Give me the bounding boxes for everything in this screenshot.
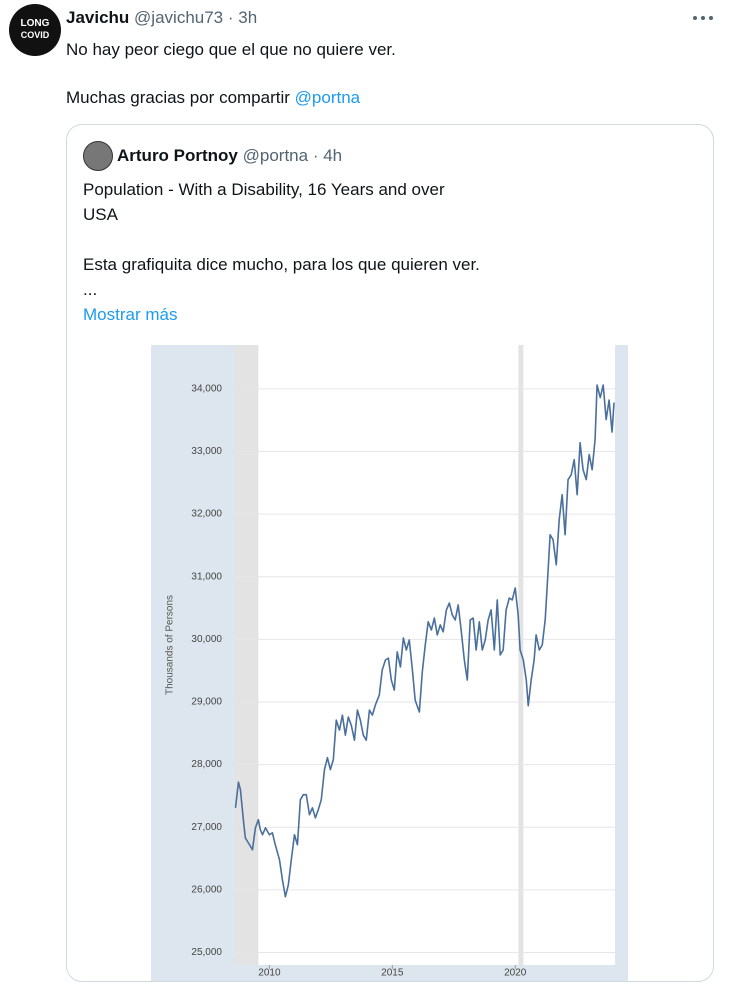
timestamp[interactable]: · 3h [227, 8, 258, 27]
author-line: Javichu @javichu73 · 3h [66, 8, 257, 28]
y-tick-label: 25,000 [191, 947, 222, 958]
avatar[interactable]: LONG COVID [9, 4, 61, 56]
y-tick-label: 30,000 [191, 634, 222, 645]
y-axis-label: Thousands of Persons [165, 595, 176, 695]
tweet-text: Muchas gracias por compartir @portna [66, 88, 360, 108]
recession-band [235, 345, 259, 965]
recession-band [518, 345, 524, 965]
quoted-author-line: Arturo Portnoy @portna · 4h [117, 146, 342, 166]
mention[interactable]: @portna [294, 88, 361, 107]
author-name[interactable]: Javichu [66, 8, 130, 27]
y-tick-label: 32,000 [191, 509, 222, 520]
y-tick-label: 27,000 [191, 822, 222, 833]
more-menu[interactable] [690, 10, 716, 26]
dot [701, 16, 705, 20]
quoted-text: ... [83, 280, 98, 299]
y-tick-label: 34,000 [191, 383, 222, 394]
x-tick-label: 2010 [258, 968, 281, 979]
x-tick-label: 2015 [381, 968, 404, 979]
x-tick-label: 2020 [504, 968, 527, 979]
quoted-text: USA [83, 205, 118, 224]
plot-area [235, 345, 615, 965]
dot [709, 16, 713, 20]
quoted-tweet[interactable]: Arturo Portnoy @portna · 4h Population -… [66, 124, 714, 982]
tweet-text: Muchas gracias por compartir [66, 88, 290, 107]
dot [693, 16, 697, 20]
data-line [234, 384, 615, 898]
avatar-text: LONG [20, 18, 50, 29]
author-handle[interactable]: @javichu73 [134, 8, 224, 27]
quoted-time[interactable]: · 4h [312, 146, 343, 165]
y-tick-label: 26,000 [191, 884, 222, 895]
quoted-avatar[interactable] [83, 141, 113, 171]
y-tick-label: 28,000 [191, 759, 222, 770]
show-more[interactable]: Mostrar más [83, 305, 178, 324]
chart: Thousands of Persons 25,000 26,000 27,000 2… [151, 345, 628, 981]
quoted-handle[interactable]: @portna [242, 146, 309, 165]
quoted-text: Population - With a Disability, 16 Years… [83, 180, 445, 199]
quoted-text: Esta grafiquita dice mucho, para los que… [83, 255, 480, 274]
y-tick-label: 31,000 [191, 571, 222, 582]
tweet-text: No hay peor ciego que el que no quiere v… [66, 40, 396, 59]
y-tick-label: 29,000 [191, 697, 222, 708]
quoted-name[interactable]: Arturo Portnoy [117, 146, 238, 165]
y-tick-label: 33,000 [191, 446, 222, 457]
avatar-text: COVID [20, 30, 50, 40]
